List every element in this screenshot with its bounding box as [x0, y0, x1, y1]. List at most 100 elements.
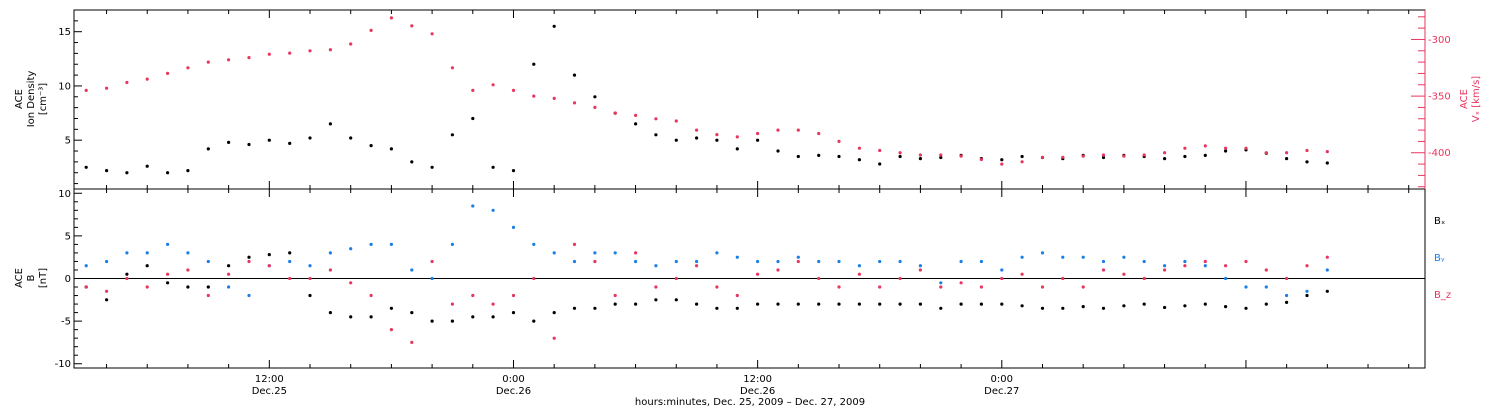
ion-density-point — [1183, 154, 1187, 159]
by-point — [1020, 255, 1024, 259]
vx-point — [1285, 151, 1289, 155]
by-point — [979, 259, 984, 264]
ion-density-point — [654, 133, 658, 137]
vx-point — [979, 157, 984, 162]
bx-point — [430, 319, 434, 323]
bz-point — [471, 293, 475, 298]
bx-point — [328, 311, 332, 315]
bx-point — [227, 264, 231, 268]
bz-point — [410, 340, 414, 344]
by-point — [430, 276, 434, 281]
bx-point — [939, 306, 943, 310]
bx-point — [817, 302, 821, 306]
bx-point — [1020, 304, 1024, 308]
bx-point — [1244, 306, 1248, 310]
vx-point — [1000, 162, 1004, 166]
legend-bz: B_z — [1434, 290, 1451, 301]
ion-density-point — [430, 165, 434, 169]
ion-density-point — [572, 73, 577, 77]
by-point — [389, 242, 393, 246]
vx-point — [959, 154, 963, 158]
top-left-axis-line3: [cm⁻³] — [38, 83, 49, 115]
vx-point — [430, 32, 434, 36]
vx-point — [511, 88, 516, 92]
by-point — [1203, 264, 1207, 268]
bx-point — [1183, 304, 1187, 308]
by-point — [918, 264, 923, 268]
x-tick-label-time: 0:00 — [991, 374, 1013, 385]
vx-point — [817, 131, 821, 136]
top-right-tick-label: -350 — [1428, 92, 1451, 103]
bz-point — [1285, 276, 1289, 281]
bz-point — [1101, 268, 1106, 272]
bx-point — [471, 315, 475, 319]
bz-point — [776, 268, 780, 272]
ion-density-point — [511, 169, 516, 173]
by-point — [105, 259, 109, 264]
bx-point — [776, 302, 780, 306]
ion-density-point — [898, 154, 902, 159]
by-point — [1061, 255, 1065, 259]
bz-point — [695, 264, 699, 268]
by-point — [735, 255, 739, 259]
vx-point — [1183, 146, 1187, 150]
bz-point — [674, 276, 678, 281]
ion-density-point — [471, 116, 475, 121]
by-point — [593, 251, 597, 255]
by-point — [511, 225, 516, 229]
ion-density-point — [1101, 155, 1106, 160]
by-point — [288, 259, 292, 264]
vx-point — [796, 128, 800, 132]
bottom-left-tick-label: -10 — [55, 359, 71, 370]
by-point — [1305, 289, 1309, 293]
bz-point — [817, 276, 821, 281]
ion-density-point — [186, 169, 190, 173]
by-point — [552, 251, 556, 255]
vx-point — [328, 48, 332, 52]
top-left-axis-line2: Ion Density — [26, 71, 37, 128]
by-point — [1081, 255, 1085, 259]
bx-point — [1264, 302, 1268, 306]
ion-density-point — [1285, 157, 1289, 161]
bz-point — [1183, 264, 1187, 268]
ion-density-point — [1203, 153, 1207, 157]
bz-point — [227, 272, 231, 276]
by-point — [1285, 293, 1289, 298]
bz-point — [959, 281, 963, 285]
vx-point — [105, 86, 109, 90]
ion-density-point — [837, 154, 841, 159]
vx-point — [267, 52, 271, 56]
top-right-axis-line2: Vₓ [km/s] — [1471, 76, 1482, 122]
bx-point — [389, 306, 393, 310]
by-point — [1101, 259, 1106, 264]
bz-point — [796, 259, 800, 264]
ion-density-point — [349, 136, 353, 140]
ion-density-point — [817, 153, 821, 157]
bx-point — [735, 306, 739, 310]
bz-point — [1142, 276, 1146, 281]
top-right-tick-label: -300 — [1428, 35, 1451, 46]
bz-point — [247, 259, 251, 264]
bottom-left-axis-title: ACE B [nT] — [14, 268, 49, 288]
bz-point — [735, 293, 739, 298]
bz-point — [878, 285, 882, 289]
by-point — [796, 255, 800, 259]
ion-density-point — [634, 122, 638, 126]
bz-point — [1081, 285, 1085, 289]
bz-point — [105, 289, 109, 293]
top-right-tick-label: -400 — [1428, 148, 1451, 159]
vx-point — [1203, 144, 1207, 148]
ion-density-point — [552, 24, 556, 28]
x-tick-label-date: Dec.26 — [496, 386, 531, 397]
bx-point — [532, 319, 536, 323]
bx-point — [593, 306, 597, 310]
by-point — [837, 259, 841, 264]
vx-point — [634, 113, 638, 117]
x-tick-label-time: 0:00 — [502, 374, 524, 385]
bz-point — [532, 276, 536, 281]
bx-point — [1305, 293, 1309, 298]
vx-point — [450, 66, 454, 70]
top-left-tick-label: 10 — [58, 81, 71, 92]
by-point — [125, 251, 129, 255]
bx-point — [572, 306, 577, 310]
